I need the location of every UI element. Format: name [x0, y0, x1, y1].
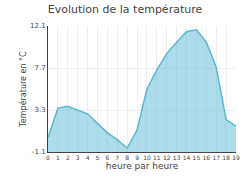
svg-text:18: 18	[222, 154, 230, 161]
svg-text:-1.1: -1.1	[32, 148, 46, 156]
svg-text:19: 19	[232, 154, 240, 161]
svg-text:14: 14	[183, 154, 191, 161]
svg-text:15: 15	[193, 154, 201, 161]
svg-text:12.1: 12.1	[30, 22, 46, 30]
svg-text:7: 7	[115, 154, 119, 161]
svg-text:1: 1	[56, 154, 60, 161]
svg-text:Evolution de la température: Evolution de la température	[48, 3, 203, 16]
svg-text:17: 17	[212, 154, 220, 161]
svg-text:Température en °C: Température en °C	[18, 51, 28, 128]
svg-text:4: 4	[86, 154, 90, 161]
svg-text:16: 16	[202, 154, 210, 161]
svg-text:8: 8	[125, 154, 129, 161]
svg-text:11: 11	[153, 154, 161, 161]
svg-text:2: 2	[66, 154, 70, 161]
svg-text:12: 12	[163, 154, 171, 161]
svg-text:3: 3	[76, 154, 80, 161]
svg-text:5: 5	[96, 154, 100, 161]
svg-text:0: 0	[46, 154, 50, 161]
svg-text:6: 6	[105, 154, 109, 161]
svg-text:7.7: 7.7	[34, 64, 45, 72]
svg-text:10: 10	[143, 154, 151, 161]
svg-text:3.3: 3.3	[34, 106, 45, 114]
svg-text:heure par heure: heure par heure	[106, 161, 179, 171]
svg-text:9: 9	[135, 154, 139, 161]
svg-text:13: 13	[173, 154, 181, 161]
